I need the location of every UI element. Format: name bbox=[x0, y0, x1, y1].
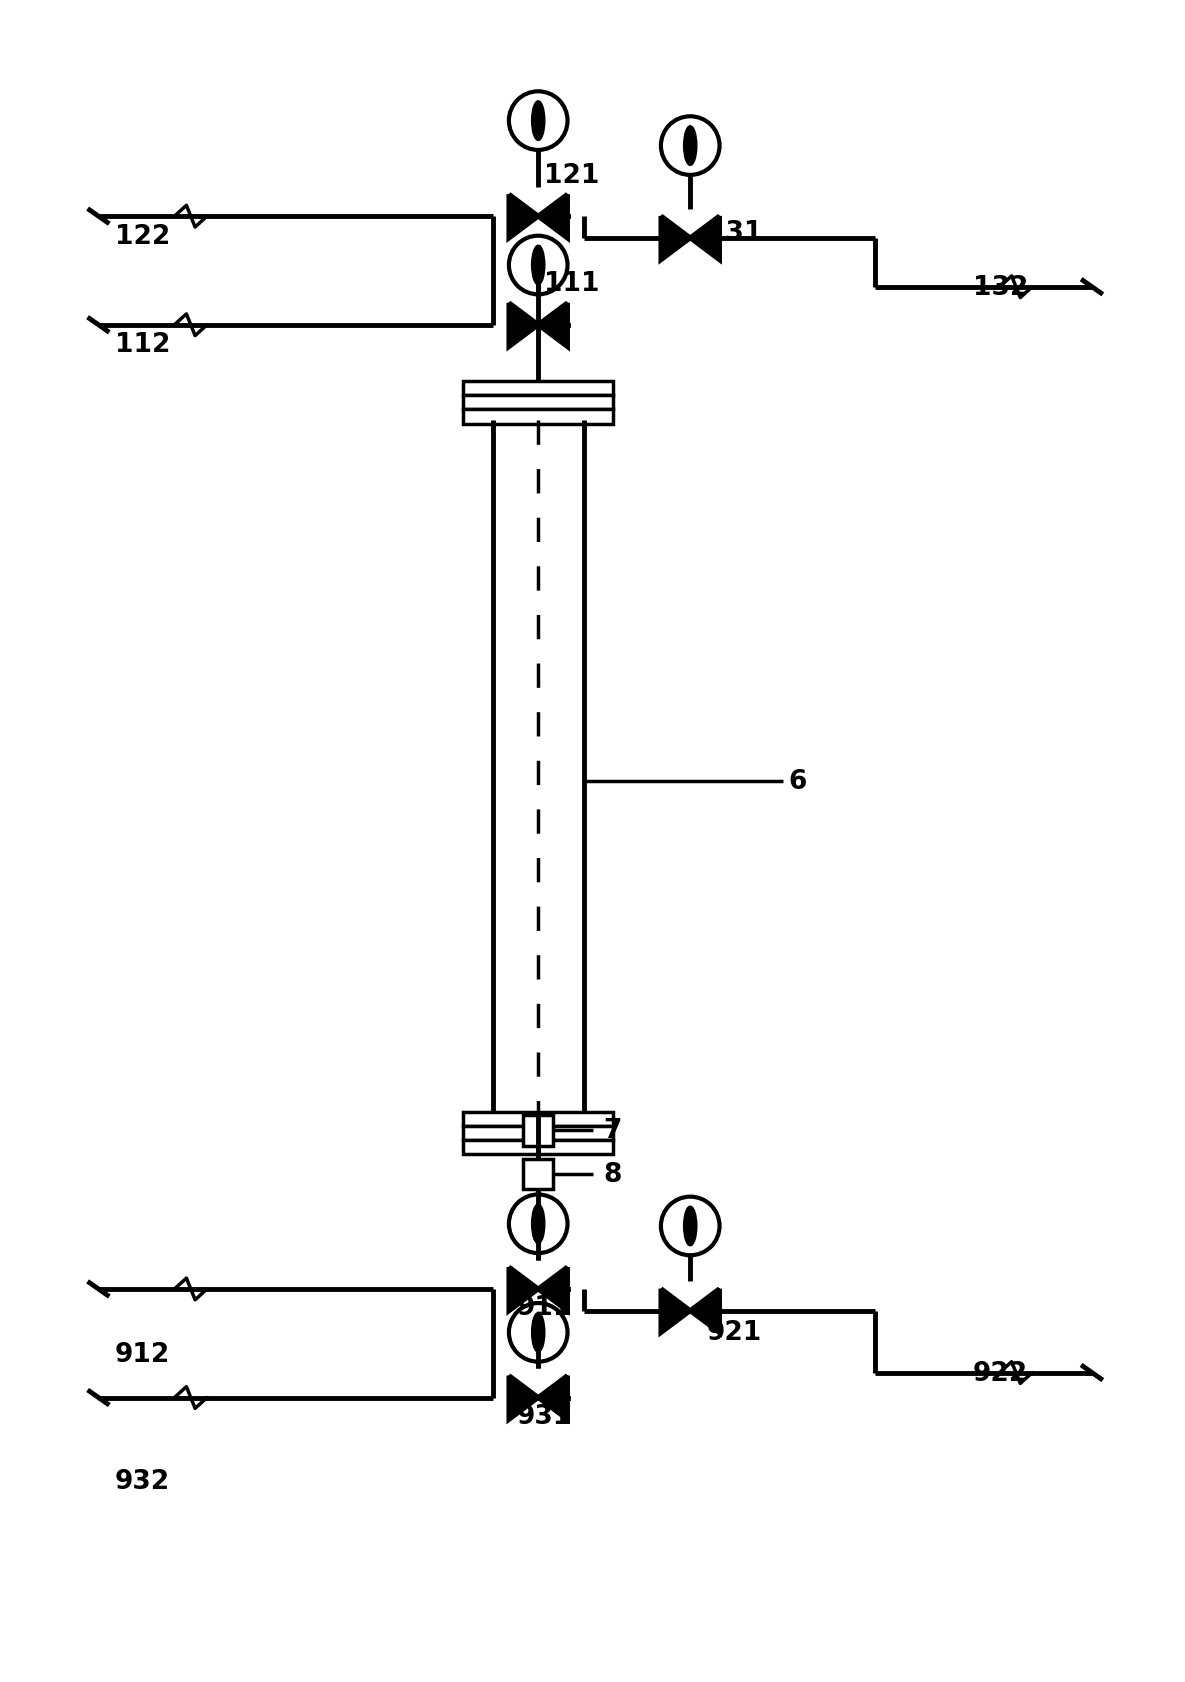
Text: 112: 112 bbox=[115, 331, 171, 358]
Polygon shape bbox=[661, 1288, 690, 1332]
Text: 6: 6 bbox=[788, 769, 806, 794]
Text: 912: 912 bbox=[115, 1341, 169, 1367]
Bar bbox=[463, 1127, 613, 1140]
Text: 922: 922 bbox=[973, 1359, 1027, 1386]
Bar bbox=[463, 410, 613, 424]
Bar bbox=[463, 1140, 613, 1154]
Ellipse shape bbox=[532, 1312, 545, 1352]
Bar bbox=[523, 1159, 553, 1189]
Text: 8: 8 bbox=[603, 1161, 622, 1187]
Text: 132: 132 bbox=[973, 274, 1027, 301]
Text: 911: 911 bbox=[517, 1295, 572, 1320]
Polygon shape bbox=[661, 217, 690, 261]
Bar bbox=[463, 1112, 613, 1127]
Polygon shape bbox=[508, 1267, 538, 1312]
Polygon shape bbox=[508, 1376, 538, 1420]
Ellipse shape bbox=[532, 1204, 545, 1245]
Bar bbox=[463, 395, 613, 410]
Polygon shape bbox=[508, 195, 538, 239]
Text: 121: 121 bbox=[544, 163, 598, 188]
Polygon shape bbox=[538, 1267, 568, 1312]
Polygon shape bbox=[690, 217, 719, 261]
Bar bbox=[523, 1115, 553, 1145]
Text: 122: 122 bbox=[115, 224, 169, 249]
Text: 931: 931 bbox=[517, 1403, 571, 1430]
Ellipse shape bbox=[532, 101, 545, 141]
Polygon shape bbox=[690, 1288, 719, 1332]
Polygon shape bbox=[538, 195, 568, 239]
Text: 7: 7 bbox=[603, 1119, 622, 1144]
Ellipse shape bbox=[684, 1206, 697, 1246]
Ellipse shape bbox=[684, 126, 697, 167]
Text: 932: 932 bbox=[115, 1468, 169, 1494]
Text: 131: 131 bbox=[706, 220, 762, 246]
Polygon shape bbox=[538, 1376, 568, 1420]
Bar bbox=[463, 382, 613, 395]
Polygon shape bbox=[508, 303, 538, 348]
Ellipse shape bbox=[532, 246, 545, 286]
Text: 921: 921 bbox=[706, 1320, 762, 1346]
Polygon shape bbox=[538, 303, 568, 348]
Text: 111: 111 bbox=[544, 271, 600, 298]
